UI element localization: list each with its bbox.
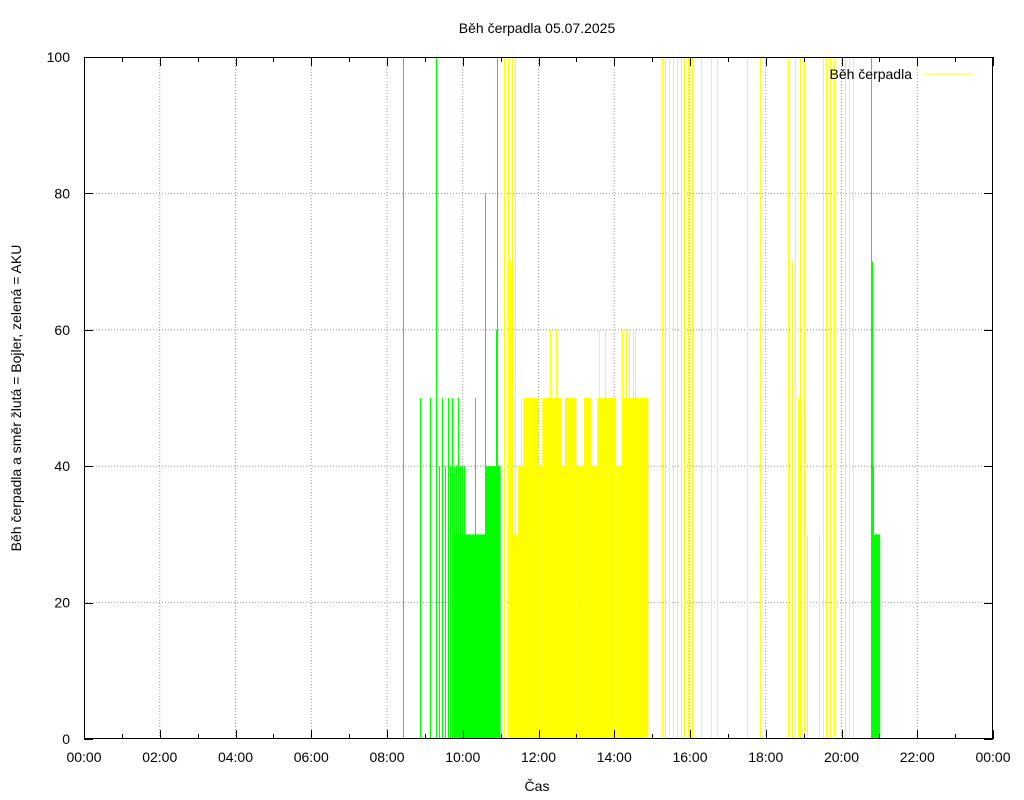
x-tick-label: 04:00 [218, 749, 253, 765]
y-tick-label: 60 [54, 322, 70, 338]
y-tick-label: 0 [62, 731, 70, 747]
y-axis-label: Běh čerpadla a směr žlutá = Bojler, zele… [8, 245, 24, 552]
plot-border [84, 57, 993, 739]
series-1-block [608, 398, 617, 739]
series-1-block [576, 466, 584, 739]
series-1-block [616, 466, 624, 739]
x-tick-label: 16:00 [672, 749, 707, 765]
legend-label: Běh čerpadla [829, 66, 912, 82]
x-tick-label: 20:00 [824, 749, 859, 765]
series-1-block [517, 466, 524, 739]
series-1-block [538, 466, 543, 739]
data-marks [403, 57, 881, 739]
y-tick-label: 40 [54, 458, 70, 474]
y-tick-label: 80 [54, 185, 70, 201]
series-1-block [583, 398, 592, 739]
x-tick-label: 12:00 [521, 749, 556, 765]
series-1-block [510, 534, 518, 739]
series-1-block [600, 398, 609, 739]
series-1-block [591, 466, 598, 739]
x-tick-label: 14:00 [597, 749, 632, 765]
series-1-block [523, 398, 539, 739]
x-tick-label: 00:00 [975, 749, 1010, 765]
x-tick-label: 00:00 [66, 749, 101, 765]
series-0-block [872, 534, 881, 739]
x-tick-label: 18:00 [748, 749, 783, 765]
plot-frame [84, 57, 993, 739]
x-tick-label: 22:00 [900, 749, 935, 765]
chart-title: Běh čerpadla 05.07.2025 [459, 20, 616, 36]
legend: Běh čerpadla [829, 66, 974, 82]
series-1-block [565, 398, 577, 739]
x-tick-label: 02:00 [142, 749, 177, 765]
y-tick-label: 20 [54, 595, 70, 611]
axis-ticks: 00:00 02:00 04:00 06:00 08:00 10:00 12:00 14:00… [47, 49, 1011, 765]
series-0-block [485, 466, 501, 739]
series-1-block [542, 398, 562, 739]
x-tick-label: 10:00 [445, 749, 480, 765]
series-1-block [623, 398, 649, 739]
x-axis-label: Čas [525, 778, 550, 794]
series-1-block [561, 466, 566, 739]
x-tick-label: 08:00 [369, 749, 404, 765]
series-0-block [454, 534, 486, 739]
x-tick-label: 06:00 [294, 749, 329, 765]
y-tick-label: 100 [47, 49, 71, 65]
